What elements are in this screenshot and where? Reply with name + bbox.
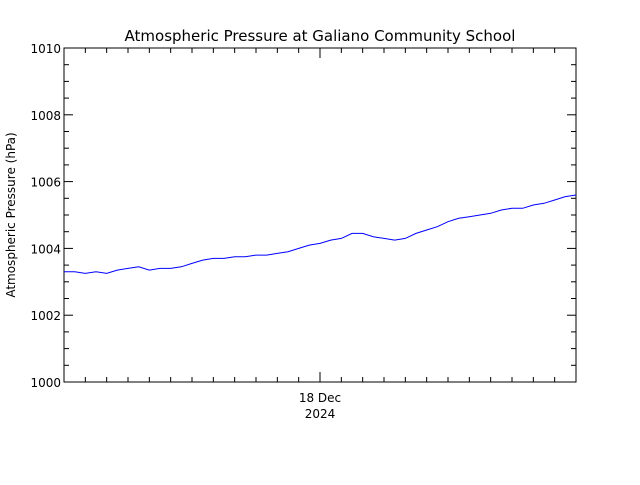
y-tick-label: 1006 [30,176,61,190]
plot-frame [63,47,577,383]
chart-title: Atmospheric Pressure at Galiano Communit… [125,27,516,45]
pressure-series-line [64,194,577,274]
y-tick-label: 1008 [30,109,61,123]
y-axis-ticks: 1000 1002 1004 1006 1008 1010 [30,42,576,390]
series-group [64,194,577,274]
y-tick-label: 1004 [30,242,61,256]
y-tick-label: 1010 [30,42,61,56]
y-axis-label: Atmospheric Pressure (hPa) [4,132,18,297]
y-tick-label: 1000 [30,376,61,390]
x-axis-ticks [63,48,577,382]
y-tick-label: 1002 [30,309,61,323]
x-tick-label-line1: 18 Dec [299,391,341,405]
x-tick-label-line2: 2024 [305,407,336,421]
